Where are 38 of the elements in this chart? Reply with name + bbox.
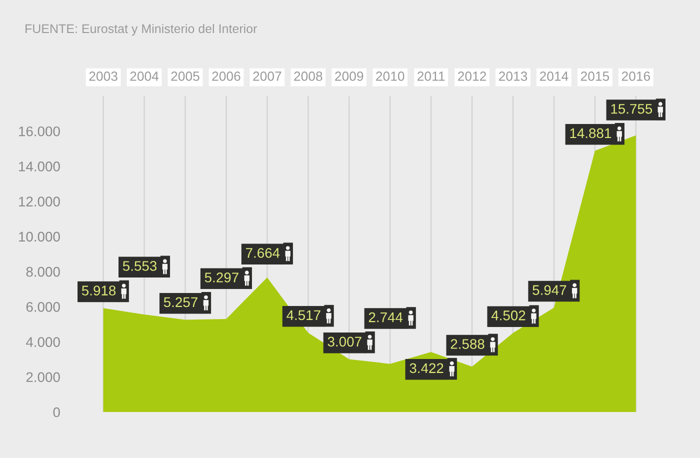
x-tick-label: 2006: [212, 72, 240, 81]
y-tick-label: 4.000: [26, 337, 60, 347]
y-tick-label: 2.000: [26, 372, 60, 382]
data-label: 2.744: [368, 312, 403, 322]
data-label: 4.517: [286, 310, 320, 320]
data-label: 5.257: [164, 297, 198, 308]
x-tick-label: 2015: [580, 72, 610, 81]
x-tick-label: 2003: [89, 72, 118, 81]
data-label: 5.553: [122, 261, 157, 271]
data-label: 5.947: [532, 285, 566, 295]
y-tick-label: 8.000: [26, 266, 60, 277]
x-tick-label: 2013: [498, 72, 528, 81]
data-label: 5.297: [204, 272, 238, 282]
data-label: 14.881: [570, 128, 612, 138]
y-tick-label: 6.000: [26, 302, 60, 312]
data-label: 3.007: [328, 336, 362, 347]
y-tick-label: 12.000: [19, 196, 60, 207]
x-tick-label: 2010: [376, 72, 404, 81]
data-label: 2.588: [450, 339, 484, 349]
data-label: 5.918: [82, 286, 116, 296]
data-label: 15.755: [611, 104, 652, 114]
x-tick-label: 2004: [130, 72, 159, 81]
x-tick-label: 2009: [335, 72, 364, 81]
x-tick-label: 2005: [171, 72, 200, 81]
x-tick-label: 2014: [540, 72, 568, 81]
data-label: 4.502: [491, 310, 526, 320]
source-note: FUENTE: Eurostat y Ministerio del Interior: [26, 24, 257, 36]
y-tick-label: 16.000: [19, 126, 60, 136]
data-label: 3.422: [410, 363, 444, 374]
y-tick-label: 0: [53, 407, 60, 418]
x-tick-label: 2016: [622, 72, 650, 81]
x-tick-label: 2008: [294, 72, 322, 81]
x-tick-label: 2012: [458, 72, 486, 81]
data-label: 7.664: [246, 248, 280, 258]
y-tick-label: 14.000: [19, 162, 60, 172]
x-tick-label: 2007: [253, 72, 282, 81]
y-tick-label: 10.000: [19, 232, 60, 242]
x-tick-label: 2011: [418, 72, 445, 81]
